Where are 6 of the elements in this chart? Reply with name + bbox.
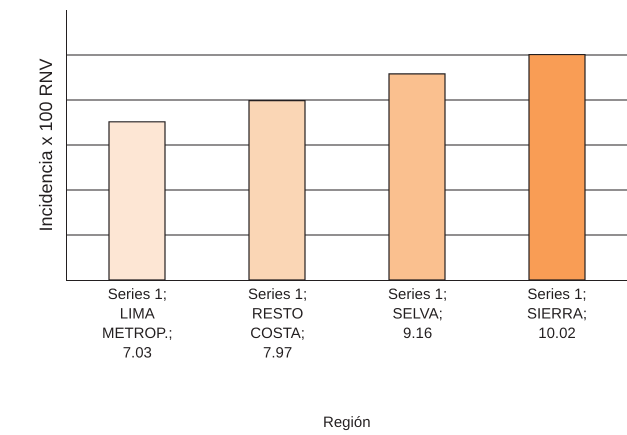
data-label: Series 1; SELVA; 9.16 [388, 286, 448, 342]
data-label: Series 1; SIERRA; 10.02 [527, 286, 588, 342]
data-label: Series 1; LIMA METROP.; 7.03 [102, 286, 173, 362]
text: Región [323, 414, 371, 431]
y-axis-title: Incidencia x 100 RNV [36, 58, 56, 232]
data-label: Series 1; RESTO COSTA; 7.97 [248, 286, 308, 362]
